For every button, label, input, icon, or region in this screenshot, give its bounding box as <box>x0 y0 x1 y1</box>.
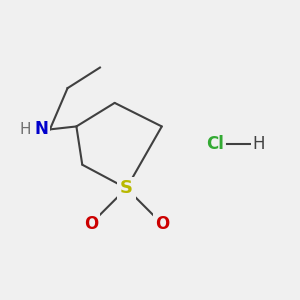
Text: Cl: Cl <box>206 135 224 153</box>
Text: N: N <box>34 120 48 138</box>
Text: O: O <box>155 214 169 232</box>
Text: O: O <box>84 214 98 232</box>
Text: S: S <box>120 179 133 197</box>
Text: H: H <box>253 135 265 153</box>
Text: H: H <box>19 122 31 137</box>
